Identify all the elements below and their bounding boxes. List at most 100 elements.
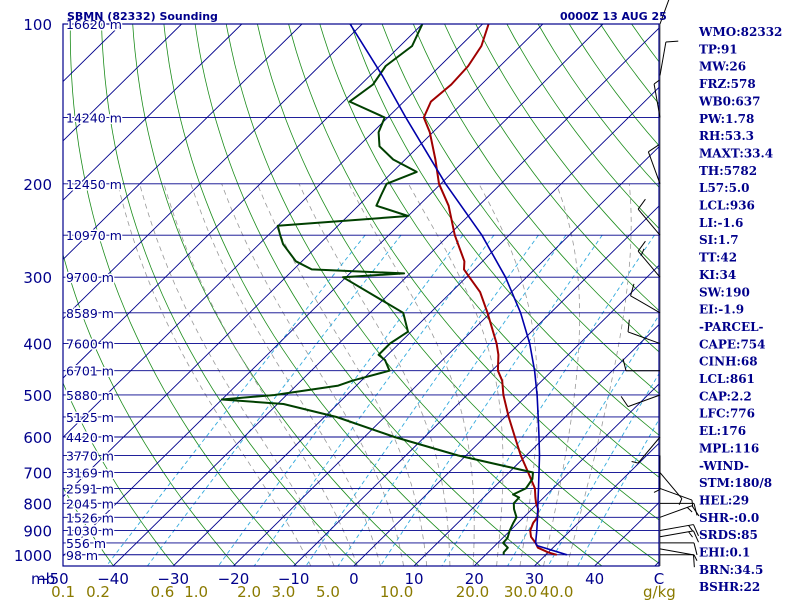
index-item: SRDS:85	[699, 528, 758, 542]
height-label: 12450 m	[66, 177, 122, 192]
isotherm	[172, 86, 659, 566]
index-item: CAP:2.2	[699, 389, 752, 403]
index-item: CINH:68	[699, 355, 758, 369]
wind-barb	[647, 144, 661, 184]
isotherm	[63, 24, 243, 201]
wind-barb	[659, 505, 700, 518]
moist-adiabats	[117, 183, 632, 566]
mixing-ratio-unit-label: g/kg	[643, 583, 676, 600]
isotherm	[473, 383, 659, 566]
isotherms	[63, 24, 659, 566]
isotherm	[63, 24, 303, 261]
dry-adiabat	[412, 24, 659, 353]
moist-adiabat	[298, 183, 451, 566]
wind-barb	[660, 502, 698, 516]
dry-adiabat	[506, 24, 659, 229]
height-label: 4420 m	[66, 430, 114, 445]
moist-adiabat	[566, 183, 632, 566]
wind-barb	[637, 198, 661, 236]
mixing-ratio-tick-label: 0.1	[51, 583, 75, 600]
mixing-ratio-tick-label: 20.0	[456, 583, 489, 600]
wind-barb	[622, 358, 660, 372]
index-item: BSHR:22	[699, 580, 760, 594]
wind-barb	[637, 240, 661, 278]
plot-area	[63, 24, 659, 566]
mixing-ratio-line	[218, 234, 464, 566]
index-item: PW:1.78	[699, 112, 754, 126]
mixing-ratio-line	[305, 234, 539, 566]
index-item: BRN:34.5	[699, 563, 763, 577]
temperature-tick-label: −10	[278, 570, 310, 588]
wind-barb	[653, 79, 661, 118]
indices-panel: WMO:82332 TP:91 MW:26 FRZ:578 WB0:637 PW:1.78…	[698, 25, 782, 594]
dry-adiabat	[288, 24, 659, 521]
isotherm	[63, 24, 544, 498]
index-item: -WIND-	[699, 459, 749, 473]
height-label: 5880 m	[66, 388, 114, 403]
index-item: EI:-1.9	[699, 303, 744, 317]
mixing-ratio-line	[507, 314, 659, 566]
index-item: LCL:861	[699, 372, 755, 386]
isotherm	[413, 324, 659, 566]
isotherm	[353, 264, 659, 566]
index-item: EHI:0.1	[699, 546, 750, 560]
height-label: 14240 m	[66, 110, 122, 125]
mixing-ratio-tick-label: 30.0	[504, 583, 537, 600]
index-item: SI:1.7	[699, 233, 739, 247]
isotherm	[233, 146, 659, 566]
height-label: 16620 m	[66, 17, 122, 32]
chart-title: SBMN (82332) Sounding	[67, 10, 218, 23]
pressure-unit-label: mb	[31, 570, 55, 588]
dry-adiabat	[568, 24, 659, 147]
pressure-label: 600	[23, 429, 52, 447]
index-item: MAXT:33.4	[699, 146, 773, 160]
temperature-line	[422, 24, 557, 556]
dry-adiabat	[537, 24, 659, 188]
pressure-label: 100	[23, 16, 52, 34]
mixing-ratio-tick-label: 2.0	[237, 583, 261, 600]
height-label: 3169 m	[66, 466, 114, 481]
wind-barb	[659, 40, 679, 76]
pressure-label: 300	[23, 269, 52, 287]
mixing-ratio-line	[441, 234, 655, 566]
pressure-label: 400	[23, 336, 52, 354]
parcel-line	[349, 24, 568, 556]
wind-barb	[659, 524, 699, 537]
height-label: 7600 m	[66, 337, 114, 352]
dry-adiabat	[194, 24, 542, 566]
wind-barb	[653, 455, 661, 493]
height-label: 10970 m	[66, 228, 122, 243]
height-label: 1030 m	[66, 523, 114, 538]
mixing-ratio-tick-label: 10.0	[380, 583, 413, 600]
isotherm	[293, 205, 659, 566]
temperature-tick-label: −50	[37, 570, 69, 588]
mixing-ratio-line	[380, 234, 603, 566]
index-item: LI:-1.6	[699, 216, 743, 230]
wind-barb	[659, 530, 699, 543]
temperature-tick-label: 0	[349, 570, 359, 588]
wind-barb	[660, 542, 698, 556]
mixing-ratio-tick-label: 40.0	[540, 583, 573, 600]
height-label: 3770 m	[66, 448, 114, 463]
mixing-ratio-tick-label: 0.6	[150, 583, 174, 600]
wind-barb	[630, 283, 661, 314]
index-item: FRZ:578	[699, 77, 756, 91]
pressure-label: 800	[23, 495, 52, 513]
isotherm	[534, 442, 659, 566]
plot-frame	[62, 23, 660, 567]
dry-adiabat	[225, 24, 603, 566]
height-label: 2045 m	[66, 496, 114, 511]
height-labels: 16620 m 14240 m 12450 m 10970 m 9700 m 8589 m…	[65, 16, 124, 565]
wind-barb	[631, 436, 661, 464]
mixing-ratio-tick-label: 0.2	[86, 583, 110, 600]
index-item: TH:5782	[699, 164, 757, 178]
pressure-label: 500	[23, 387, 52, 405]
mixing-ratio-tick-label: 3.0	[271, 583, 295, 600]
mixing-ratio-axis-labels: 0.1 0.2 0.6 1.0 2.0 3.0 5.0 10.0 20.0 30.0 40.0	[51, 583, 573, 600]
temperature-tick-label: 10	[405, 570, 424, 588]
mixing-ratio-tick-label: 5.0	[316, 583, 340, 600]
isotherm	[63, 24, 604, 557]
mixing-ratio-tick-label: 1.0	[184, 583, 208, 600]
index-item: HEL:29	[699, 493, 749, 507]
